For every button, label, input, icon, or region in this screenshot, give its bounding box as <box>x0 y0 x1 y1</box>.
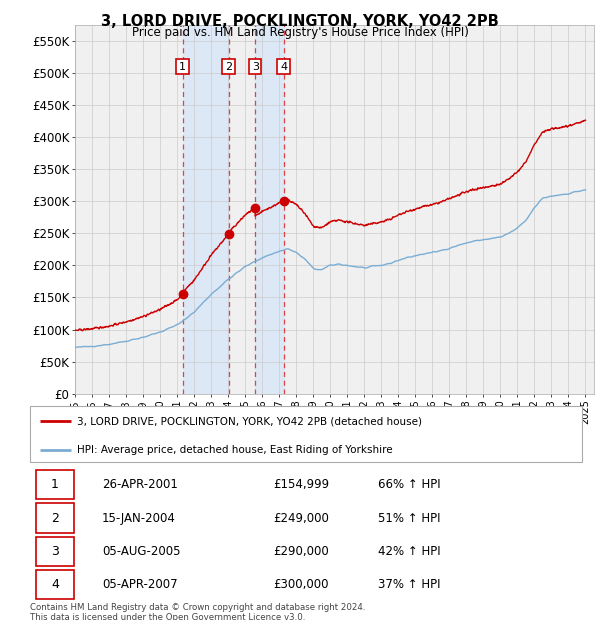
Text: 05-APR-2007: 05-APR-2007 <box>102 578 178 591</box>
FancyBboxPatch shape <box>30 406 582 462</box>
Text: Contains HM Land Registry data © Crown copyright and database right 2024.
This d: Contains HM Land Registry data © Crown c… <box>30 603 365 620</box>
FancyBboxPatch shape <box>35 537 74 566</box>
Text: 3, LORD DRIVE, POCKLINGTON, YORK, YO42 2PB: 3, LORD DRIVE, POCKLINGTON, YORK, YO42 2… <box>101 14 499 29</box>
Text: 26-APR-2001: 26-APR-2001 <box>102 478 178 491</box>
Text: £300,000: £300,000 <box>273 578 328 591</box>
Text: 37% ↑ HPI: 37% ↑ HPI <box>378 578 440 591</box>
Text: £249,000: £249,000 <box>273 512 329 525</box>
Text: £154,999: £154,999 <box>273 478 329 491</box>
FancyBboxPatch shape <box>35 470 74 500</box>
Text: 15-JAN-2004: 15-JAN-2004 <box>102 512 176 525</box>
Text: Price paid vs. HM Land Registry's House Price Index (HPI): Price paid vs. HM Land Registry's House … <box>131 26 469 39</box>
Text: 66% ↑ HPI: 66% ↑ HPI <box>378 478 440 491</box>
Bar <box>182 25 229 394</box>
Text: 3: 3 <box>252 61 259 71</box>
Text: £290,000: £290,000 <box>273 545 329 558</box>
Text: 51% ↑ HPI: 51% ↑ HPI <box>378 512 440 525</box>
Text: 1: 1 <box>179 61 186 71</box>
FancyBboxPatch shape <box>35 570 74 600</box>
FancyBboxPatch shape <box>35 503 74 533</box>
Text: 2: 2 <box>225 61 232 71</box>
Text: HPI: Average price, detached house, East Riding of Yorkshire: HPI: Average price, detached house, East… <box>77 445 392 454</box>
Text: 42% ↑ HPI: 42% ↑ HPI <box>378 545 440 558</box>
Text: 4: 4 <box>51 578 59 591</box>
Bar <box>255 25 284 394</box>
Text: 3, LORD DRIVE, POCKLINGTON, YORK, YO42 2PB (detached house): 3, LORD DRIVE, POCKLINGTON, YORK, YO42 2… <box>77 416 422 426</box>
Text: 2: 2 <box>51 512 59 525</box>
Text: 05-AUG-2005: 05-AUG-2005 <box>102 545 180 558</box>
Text: 1: 1 <box>51 478 59 491</box>
Text: 3: 3 <box>51 545 59 558</box>
Text: 4: 4 <box>280 61 287 71</box>
